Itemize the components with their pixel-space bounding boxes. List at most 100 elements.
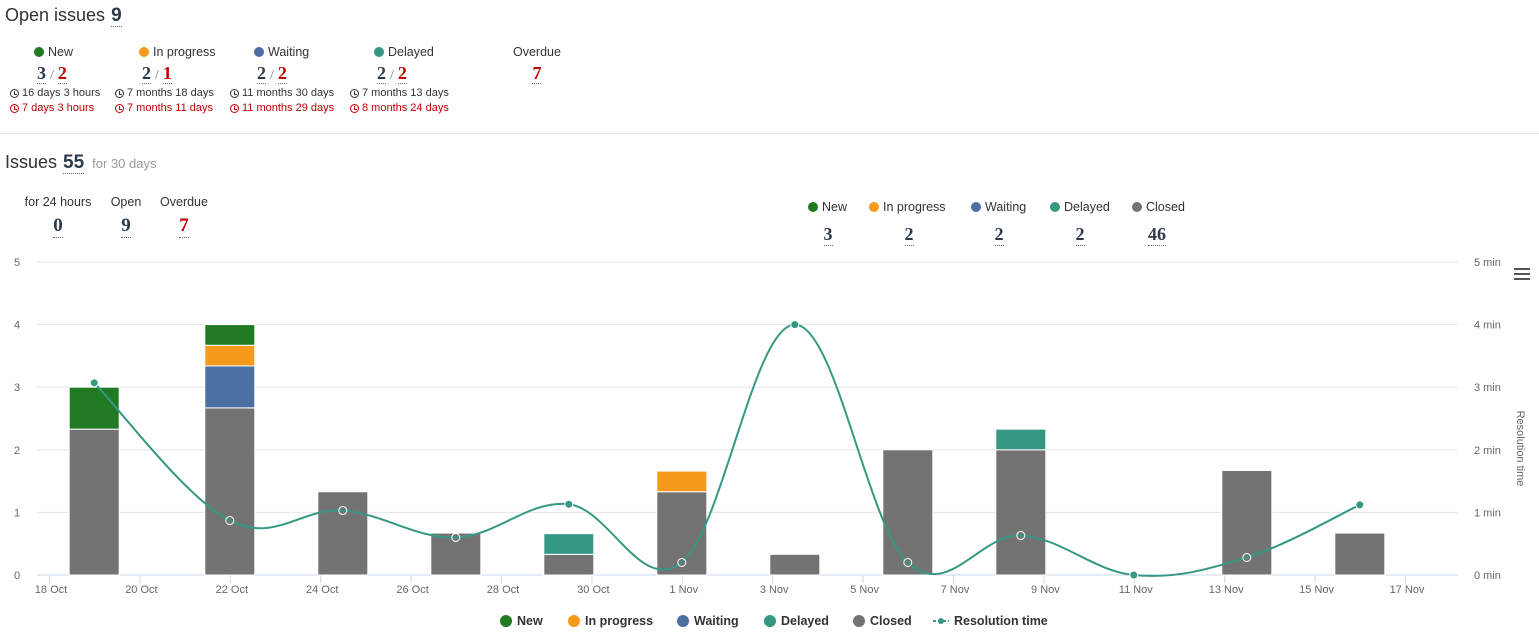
status-label: Delayed — [350, 45, 449, 59]
resolution-time-point[interactable] — [790, 320, 800, 330]
bar-closed[interactable] — [656, 491, 708, 576]
x-tick-label: 20 Oct — [125, 584, 157, 595]
legend-item-waiting[interactable]: Waiting — [677, 614, 739, 628]
legend-item-resolution-time[interactable]: Resolution time — [933, 614, 1048, 628]
legend-item-closed[interactable]: Closed — [853, 614, 912, 628]
status-count-label-in-progress: In progress — [869, 200, 946, 214]
resolution-time-line — [93, 323, 1361, 577]
x-tick-label: 28 Oct — [487, 584, 519, 595]
line-symbol-icon — [933, 618, 949, 624]
bar-new[interactable] — [68, 386, 120, 430]
status-count-label-waiting: Waiting — [971, 200, 1026, 214]
x-tick-label: 22 Oct — [216, 584, 248, 595]
status-total[interactable]: 3 — [37, 63, 46, 84]
stat-label: Overdue — [160, 195, 208, 209]
stat-value[interactable]: 0 — [53, 215, 63, 238]
status-total[interactable]: 2 — [257, 63, 266, 84]
bar-closed[interactable] — [68, 428, 120, 576]
bar-in-progress[interactable] — [656, 470, 708, 493]
legend-item-delayed[interactable]: Delayed — [764, 614, 829, 628]
resolution-time-point[interactable] — [1016, 531, 1026, 541]
status-overdue[interactable]: 2 — [397, 63, 407, 84]
clock-icon — [115, 103, 124, 113]
chart-menu-icon[interactable] — [1514, 268, 1530, 282]
bar-closed[interactable] — [769, 553, 821, 576]
x-tick-label: 1 Nov — [669, 584, 698, 595]
x-tick-label: 11 Nov — [1119, 584, 1154, 595]
status-time: 7 months 18 days — [115, 87, 216, 99]
overdue-value[interactable]: 7 — [532, 63, 542, 84]
overdue-label: Overdue — [513, 45, 561, 59]
resolution-time-point[interactable] — [451, 532, 461, 542]
y-tick-label: 2 — [14, 445, 20, 457]
y2-tick-label: 4 min — [1474, 320, 1501, 332]
status-dot-icon — [971, 202, 981, 212]
status-count-value-in-progress: 2 — [904, 224, 914, 246]
bar-closed[interactable] — [1334, 532, 1386, 576]
status-total[interactable]: 2 — [377, 63, 386, 84]
x-tick-label: 7 Nov — [941, 584, 970, 595]
status-counts: 2/2 — [257, 63, 287, 84]
resolution-time-point[interactable] — [564, 499, 574, 509]
x-tick-label: 9 Nov — [1031, 584, 1060, 595]
status-dot-icon — [34, 47, 44, 57]
status-label: Waiting — [230, 45, 334, 59]
status-overdue[interactable]: 2 — [277, 63, 287, 84]
x-tick-label: 17 Nov — [1390, 584, 1425, 595]
clock-icon — [115, 88, 124, 98]
issues-title: Issues — [5, 152, 58, 172]
legend-dot-icon — [677, 615, 689, 627]
resolution-time-point[interactable] — [225, 516, 235, 526]
bar-delayed[interactable] — [543, 533, 595, 555]
status-count-label-delayed: Delayed — [1050, 200, 1110, 214]
resolution-time-point[interactable] — [338, 506, 348, 516]
legend-item-in-progress[interactable]: In progress — [568, 614, 653, 628]
issues-count[interactable]: 55 — [63, 152, 85, 174]
x-tick-label: 5 Nov — [850, 584, 879, 595]
status-counts: 3/2 — [37, 63, 67, 84]
status-counts: 2/2 — [377, 63, 407, 84]
bar-closed[interactable] — [543, 553, 595, 576]
bar-in-progress[interactable] — [204, 344, 256, 367]
stat-value[interactable]: 7 — [179, 215, 189, 238]
status-count-label-new: New — [808, 200, 847, 214]
resolution-time-point[interactable] — [1355, 500, 1365, 510]
bar-closed[interactable] — [204, 407, 256, 576]
status-count-value-new: 3 — [823, 224, 833, 246]
bar-closed[interactable] — [317, 491, 369, 576]
resolution-time-point[interactable] — [677, 557, 687, 567]
y-tick-label: 5 — [14, 257, 20, 269]
bar-closed[interactable] — [1221, 469, 1273, 576]
status-dot-icon — [1132, 202, 1142, 212]
status-count-value-closed: 46 — [1148, 224, 1166, 246]
stat-label: Open — [110, 195, 142, 209]
status-total[interactable]: 2 — [142, 63, 151, 84]
open-issues-count[interactable]: 9 — [111, 5, 122, 27]
clock-icon — [350, 88, 359, 98]
bar-closed[interactable] — [430, 532, 482, 576]
status-time-overdue: 7 months 11 days — [115, 102, 216, 114]
y2-tick-label: 3 min — [1474, 382, 1501, 394]
bar-closed[interactable] — [995, 449, 1047, 576]
legend-dot-icon — [568, 615, 580, 627]
status-dot-icon — [374, 47, 384, 57]
stat-value[interactable]: 9 — [121, 215, 131, 238]
y-tick-label: 1 — [14, 507, 20, 519]
resolution-time-point[interactable] — [1242, 552, 1252, 562]
bar-new[interactable] — [204, 324, 256, 346]
y2-tick-label: 2 min — [1474, 445, 1501, 457]
status-overdue[interactable]: 1 — [162, 63, 172, 84]
x-tick-label: 24 Oct — [306, 584, 338, 595]
resolution-time-point[interactable] — [903, 557, 913, 567]
status-count-label-closed: Closed — [1132, 200, 1185, 214]
status-overdue[interactable]: 2 — [57, 63, 67, 84]
resolution-time-point[interactable] — [1129, 570, 1139, 580]
bar-delayed[interactable] — [995, 428, 1047, 451]
bar-closed[interactable] — [882, 449, 934, 576]
x-tick-label: 30 Oct — [577, 584, 609, 595]
bar-waiting[interactable] — [204, 365, 256, 409]
resolution-time-point[interactable] — [89, 378, 99, 388]
legend-item-new[interactable]: New — [500, 614, 543, 628]
status-dot-icon — [869, 202, 879, 212]
y-tick-label: 0 — [14, 570, 20, 582]
